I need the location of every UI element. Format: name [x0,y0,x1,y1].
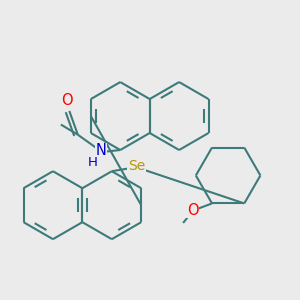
Text: Se: Se [128,159,145,173]
Text: H: H [88,156,98,169]
Text: O: O [187,203,198,218]
Text: O: O [61,92,73,107]
Text: N: N [95,143,106,158]
